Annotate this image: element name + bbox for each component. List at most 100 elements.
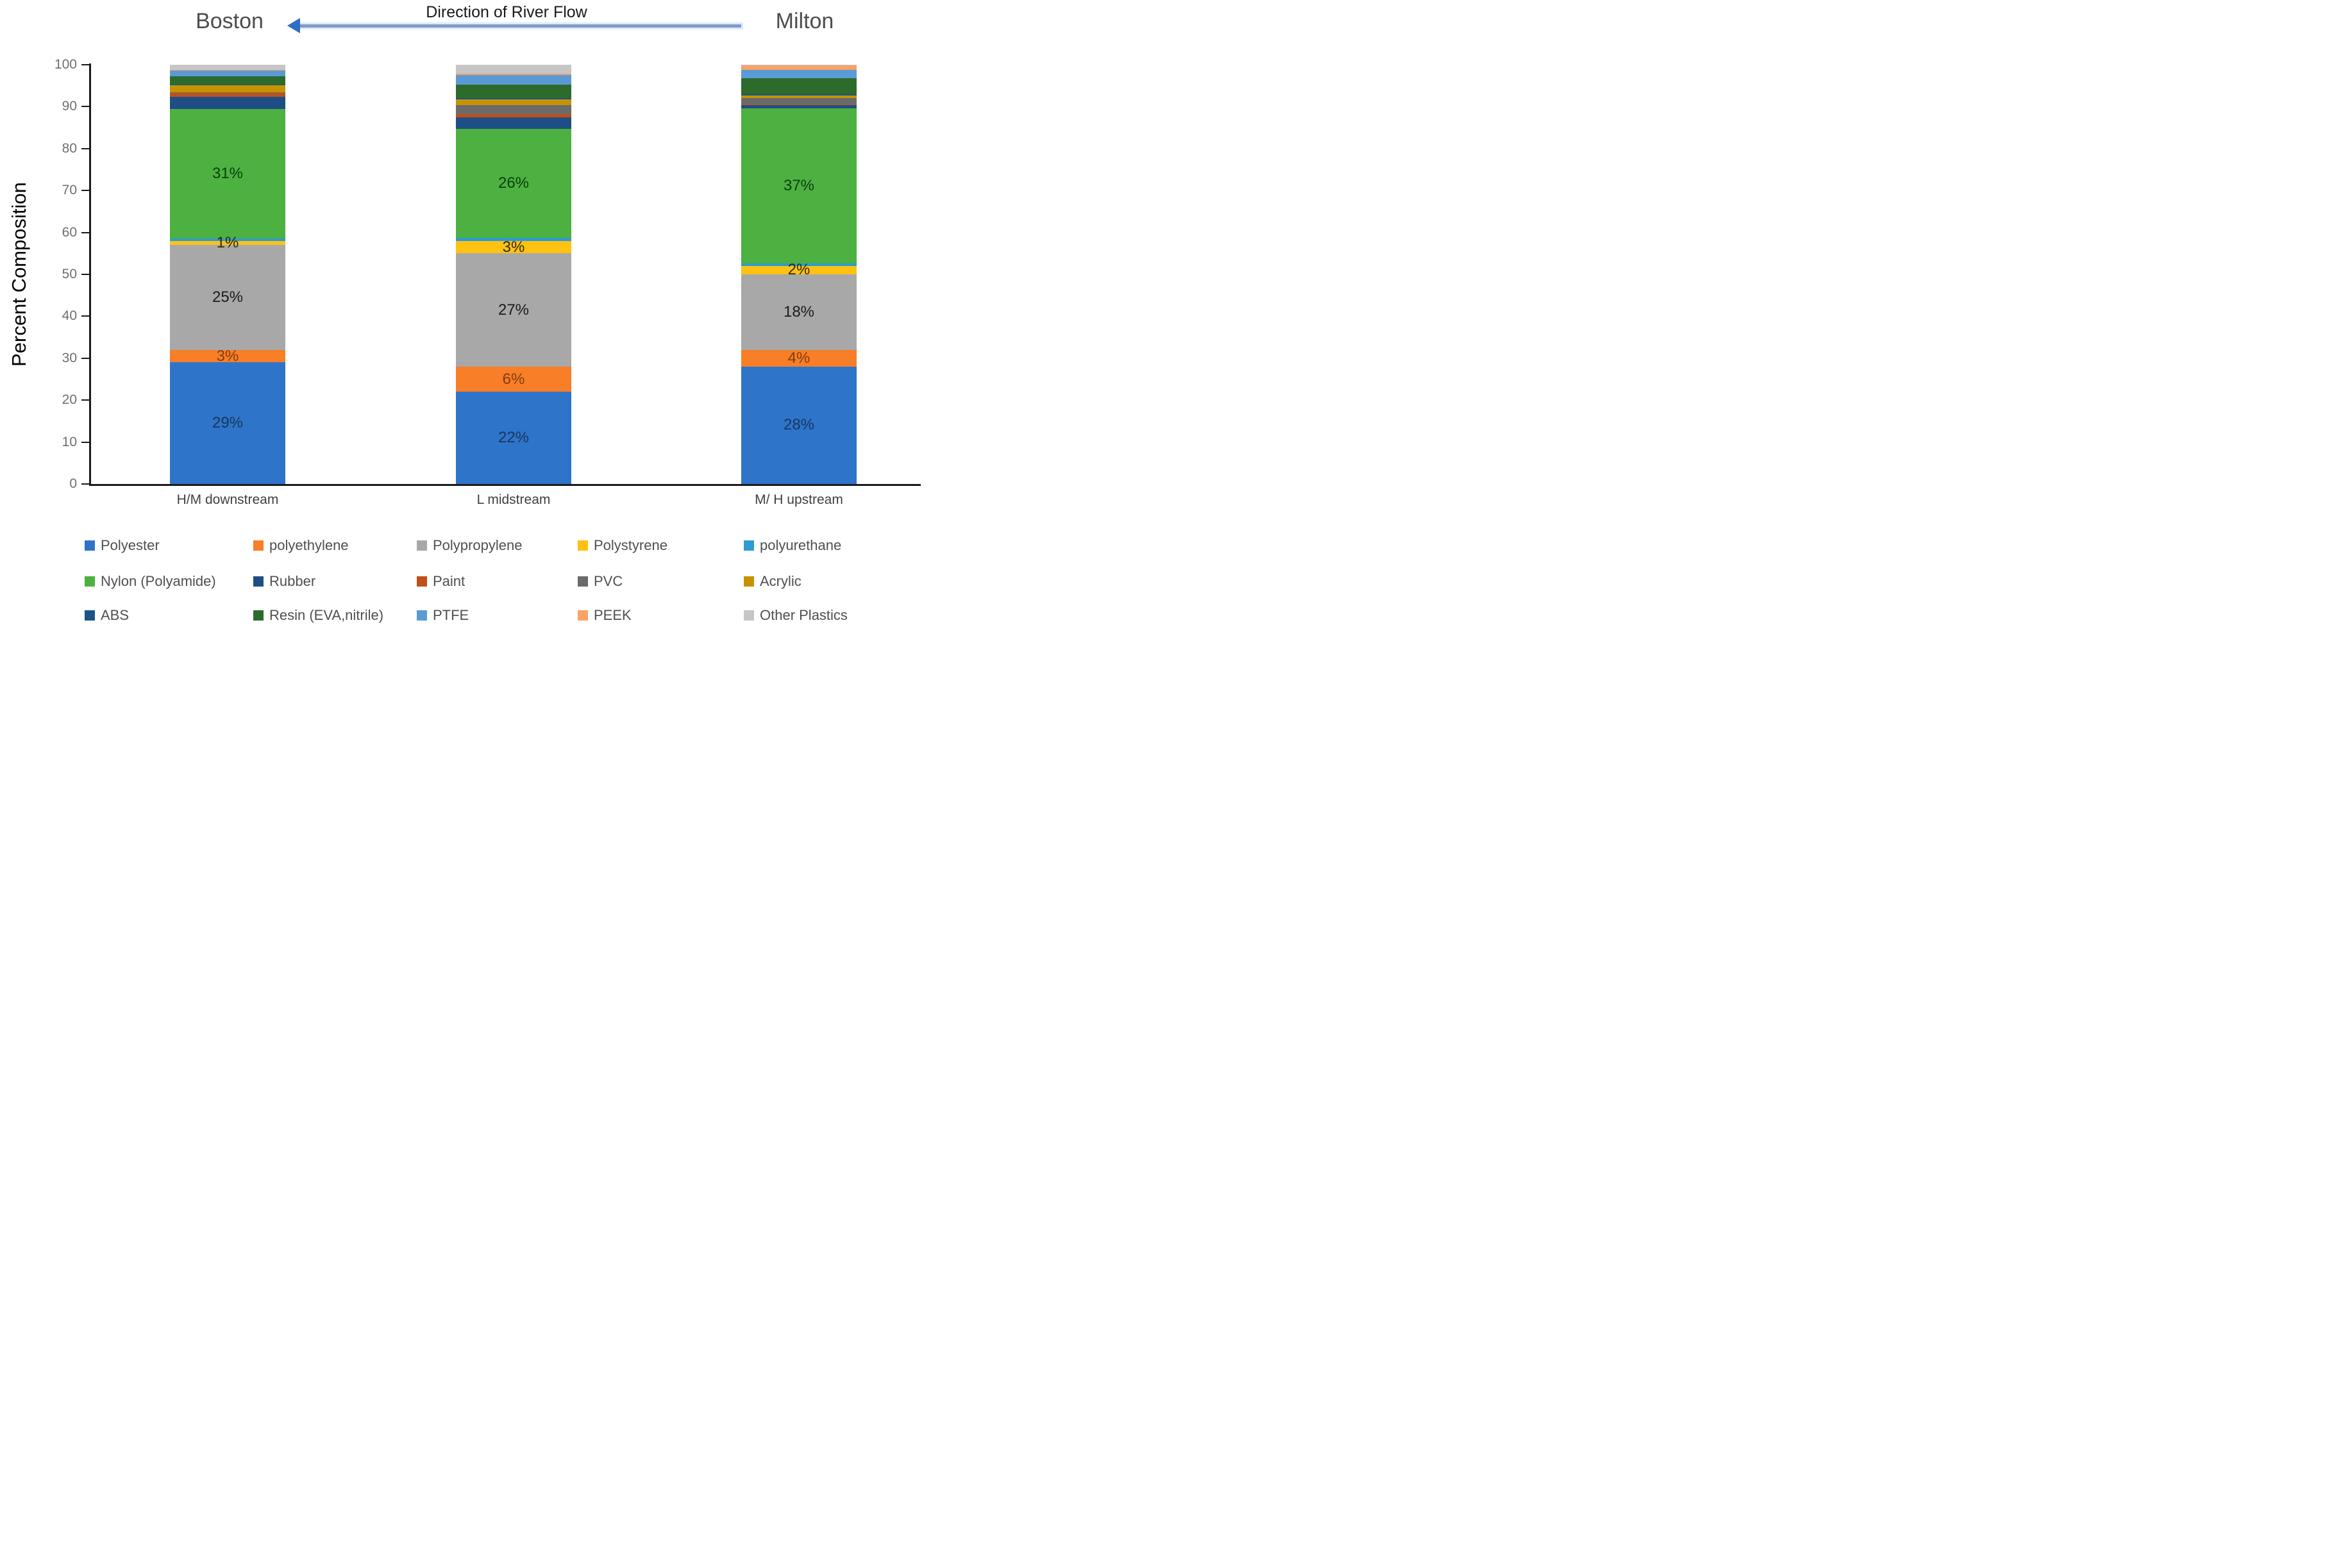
y-tick-label: 20 bbox=[62, 392, 77, 408]
y-tick-mark bbox=[81, 64, 90, 65]
segment-ptfe bbox=[456, 74, 571, 85]
segment-label-nylon-polyamide: 26% bbox=[498, 174, 530, 192]
legend-label-abs: ABS bbox=[101, 607, 130, 623]
legend-item-abs: ABS bbox=[85, 607, 130, 623]
legend-swatch-paint bbox=[417, 576, 427, 587]
segment-label-polypropylene: 25% bbox=[212, 288, 244, 306]
segment-pvc bbox=[170, 92, 285, 94]
segment-label-polystyrene: 1% bbox=[216, 233, 239, 251]
legend-item-polyurethane: polyurethane bbox=[744, 537, 842, 553]
river-flow-arrow-line bbox=[300, 24, 741, 28]
bar-m-h-upstream: 28% 4% 18% 2% 37% bbox=[741, 65, 857, 484]
y-tick-label: 0 bbox=[69, 476, 77, 491]
legend-item-rubber: Rubber bbox=[253, 573, 316, 589]
segment-polyester bbox=[170, 362, 285, 484]
legend-swatch-polypropylene bbox=[417, 540, 427, 551]
segment-paint bbox=[456, 114, 571, 118]
segment-label-nylon-polyamide: 31% bbox=[212, 165, 244, 183]
legend-item-polyethylene: polyethylene bbox=[253, 537, 349, 553]
segment-rubber bbox=[456, 117, 571, 129]
legend-swatch-rubber bbox=[253, 576, 264, 587]
segment-rubber bbox=[741, 105, 857, 109]
y-tick-mark bbox=[81, 231, 90, 233]
x-axis-label-l-midstream: L midstream bbox=[476, 492, 551, 507]
segment-acrylic bbox=[170, 85, 285, 92]
y-tick-mark bbox=[81, 106, 90, 108]
y-tick-label: 10 bbox=[62, 434, 77, 449]
legend-label-polypropylene: Polypropylene bbox=[433, 537, 523, 553]
legend-swatch-abs bbox=[85, 610, 95, 621]
segment-label-polyester: 22% bbox=[498, 429, 530, 447]
legend-item-pvc: PVC bbox=[578, 573, 623, 589]
legend-item-resin-eva-nitrile: Resin (EVA,nitrile) bbox=[253, 607, 384, 623]
y-tick-mark bbox=[81, 274, 90, 275]
segment-label-polyethylene: 6% bbox=[502, 370, 525, 388]
segment-pvc bbox=[741, 98, 857, 105]
river-flow-arrowhead-icon bbox=[287, 18, 300, 33]
segment-label-polyester: 29% bbox=[212, 414, 244, 432]
legend-swatch-resin-eva-nitrile bbox=[253, 610, 264, 621]
legend-label-polystyrene: Polystyrene bbox=[594, 537, 667, 553]
segment-polyester bbox=[741, 366, 857, 484]
segment-acrylic bbox=[456, 99, 571, 105]
segment-nylon-polyamide bbox=[170, 108, 285, 239]
segment-polystyrene bbox=[170, 240, 285, 246]
segment-label-polypropylene: 18% bbox=[783, 303, 815, 321]
segment-label-polystyrene: 2% bbox=[787, 261, 810, 279]
segment-resin-eva-nitrile bbox=[170, 76, 285, 85]
segment-pvc bbox=[456, 104, 571, 115]
segment-label-polystyrene: 3% bbox=[502, 238, 525, 256]
segment-polystyrene bbox=[456, 240, 571, 254]
legend-label-polyethylene: polyethylene bbox=[269, 537, 349, 553]
legend-label-other-plastics: Other Plastics bbox=[760, 607, 848, 623]
bar-h-m-downstream: 29% 3% 25% 1% 31% bbox=[170, 65, 285, 484]
legend-label-nylon-polyamide: Nylon (Polyamide) bbox=[101, 573, 216, 589]
legend-item-other-plastics: Other Plastics bbox=[744, 607, 848, 623]
legend-swatch-nylon-polyamide bbox=[85, 576, 95, 587]
legend-swatch-pvc bbox=[578, 576, 588, 587]
legend-swatch-acrylic bbox=[744, 576, 754, 587]
y-axis-line bbox=[89, 63, 91, 485]
segment-polyethylene bbox=[741, 349, 857, 367]
segment-other-plastics bbox=[456, 65, 571, 74]
segment-label-nylon-polyamide: 37% bbox=[783, 177, 815, 195]
legend-swatch-polyester bbox=[85, 540, 95, 551]
location-label-boston: Boston bbox=[196, 9, 264, 33]
segment-resin-eva-nitrile bbox=[456, 84, 571, 98]
segment-acrylic bbox=[741, 96, 857, 99]
legend-label-ptfe: PTFE bbox=[433, 607, 469, 623]
y-tick-label: 30 bbox=[62, 350, 77, 365]
legend-item-ptfe: PTFE bbox=[417, 607, 469, 623]
y-tick-mark bbox=[81, 190, 90, 192]
legend-swatch-other-plastics bbox=[744, 610, 754, 621]
segment-polypropylene bbox=[741, 274, 857, 350]
y-tick-mark bbox=[81, 441, 90, 443]
legend-item-acrylic: Acrylic bbox=[744, 573, 801, 589]
legend-label-resin-eva-nitrile: Resin (EVA,nitrile) bbox=[269, 607, 384, 623]
y-tick-mark bbox=[81, 483, 90, 485]
segment-nylon-polyamide bbox=[741, 108, 857, 263]
segment-polystyrene bbox=[741, 265, 857, 274]
segment-polyethylene bbox=[170, 349, 285, 363]
legend-item-polystyrene: Polystyrene bbox=[578, 537, 667, 553]
y-tick-label: 70 bbox=[62, 183, 77, 198]
y-tick-mark bbox=[81, 357, 90, 359]
legend-swatch-peek bbox=[578, 610, 588, 621]
segment-label-polyethylene: 3% bbox=[216, 347, 239, 365]
segment-polyester bbox=[456, 392, 571, 484]
segment-ptfe bbox=[170, 70, 285, 76]
legend-item-polypropylene: Polypropylene bbox=[417, 537, 523, 553]
legend-label-pvc: PVC bbox=[594, 573, 623, 589]
segment-nylon-polyamide bbox=[456, 129, 571, 238]
segment-abs bbox=[741, 94, 857, 96]
legend-label-polyurethane: polyurethane bbox=[760, 537, 842, 553]
y-tick-label: 60 bbox=[62, 224, 77, 240]
legend-swatch-polyethylene bbox=[253, 540, 264, 551]
segment-rubber bbox=[170, 97, 285, 109]
legend-swatch-polyurethane bbox=[744, 540, 754, 551]
segment-polyurethane bbox=[170, 238, 285, 241]
x-axis-label-h-m-downstream: H/M downstream bbox=[176, 492, 279, 507]
y-tick-label: 90 bbox=[62, 99, 77, 114]
legend-label-paint: Paint bbox=[433, 573, 466, 589]
legend-label-rubber: Rubber bbox=[269, 573, 316, 589]
